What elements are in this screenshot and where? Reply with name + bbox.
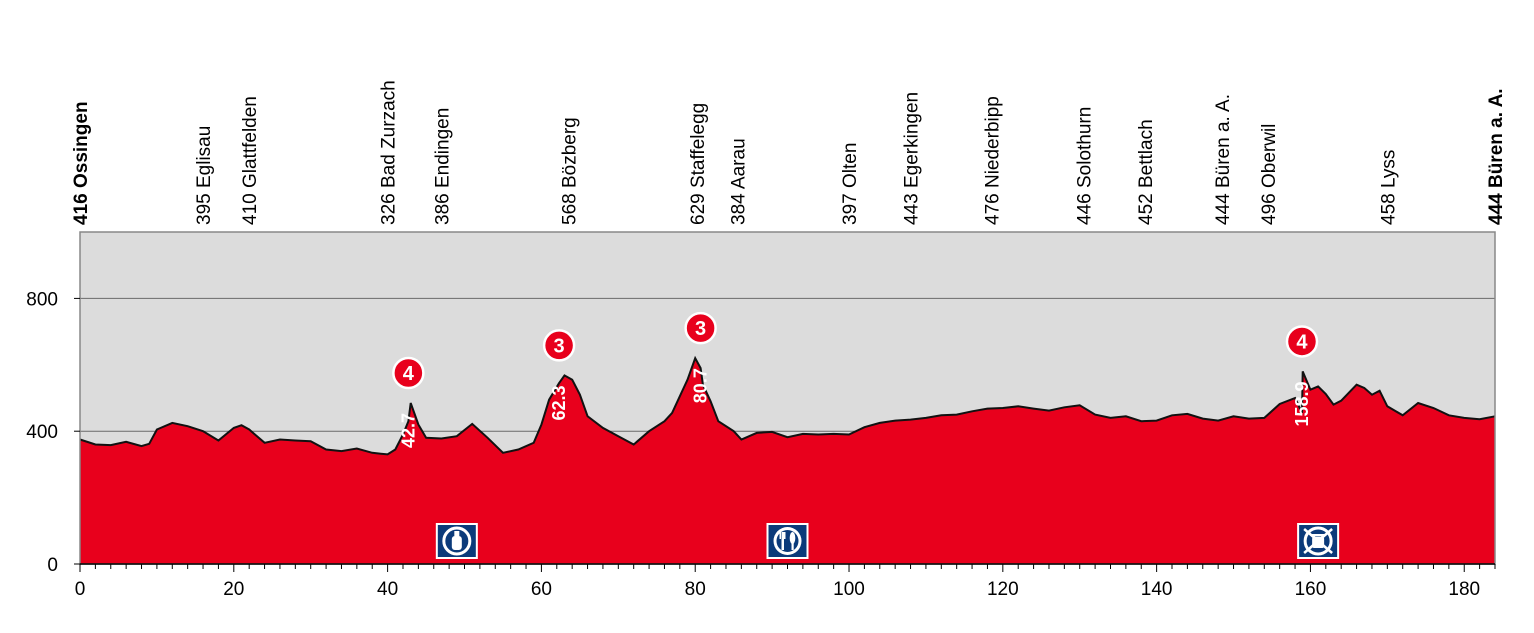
climb-distance-label: 158.9 [1292,381,1312,426]
climb-marker: 380.7 [684,311,717,403]
x-tick-label: 40 [377,579,398,600]
climb-distance-label: 42.7 [398,413,418,448]
town-label: 446 Solothurn [1075,107,1096,225]
climb-category-badge [684,311,717,345]
elevation-profile-area [80,358,1495,564]
service-markers [435,523,1340,559]
elevation-profile-outline [79,355,1496,456]
climb-category: 4 [403,363,415,385]
x-tick-label: 160 [1295,579,1327,600]
town-label: 326 Bad Zurzach [379,80,400,225]
climb-marker: 4 158.9 [1285,325,1319,426]
town-label: 397 Olten [840,143,861,225]
x-tick-label: 100 [833,579,865,600]
x-tick-label: 0 [75,579,86,600]
town-label: 458 Lyss [1378,150,1399,225]
town-label: 452 Bettlach [1136,119,1157,225]
climb-category: 3 [554,335,565,357]
town-label: 444 Büren a. A. [1213,94,1234,225]
climb-category: 3 [695,318,706,340]
x-tick-label: 60 [531,579,552,600]
town-label: 629 Staffelegg [688,103,709,225]
water-bottle-icon [435,523,478,559]
x-tick-label: 120 [987,579,1019,600]
x-tick-label: 80 [685,579,706,600]
town-label: 496 Oberwil [1259,124,1280,225]
town-label: 444 Büren a. A. [1486,88,1507,225]
y-tick-label: 400 [26,422,58,443]
x-tick-label: 20 [223,579,244,600]
town-label: 384 Aarau [729,138,750,225]
x-tick-label: 140 [1141,579,1173,600]
town-label: 568 Bözberg [559,117,580,225]
town-label: 410 Glattfelden [240,96,261,225]
axes: 0 20 40 60 80 100 120 140 160 180 0 400 800 [26,289,1496,600]
town-label: 443 Egerkingen [902,92,923,225]
climb-category: 4 [1296,331,1308,353]
climb-marker: 362.3 [542,329,576,420]
climb-category-badge [392,356,425,390]
town-label: 476 Niederbipp [982,96,1003,225]
climb-marker: 442.7 [392,356,425,448]
climb-distance-label: 62.3 [549,385,569,420]
feeding-zone-icon [766,523,809,559]
no-littering-zone-icon [1297,523,1340,559]
x-tick-label: 180 [1448,579,1480,600]
climb-distance-label: 80.7 [691,368,711,403]
climb-category-badge [542,329,576,362]
town-label: 386 Endingen [432,108,453,225]
y-tick-label: 0 [47,555,58,576]
town-label: 395 Eglisau [194,126,215,225]
town-label: 416 Ossingen [71,101,92,225]
town-labels: 416 Ossingen 395 Eglisau 410 Glattfelden 32… [71,80,1507,225]
y-tick-label: 800 [26,289,58,310]
climb-category-badge [1285,325,1319,358]
